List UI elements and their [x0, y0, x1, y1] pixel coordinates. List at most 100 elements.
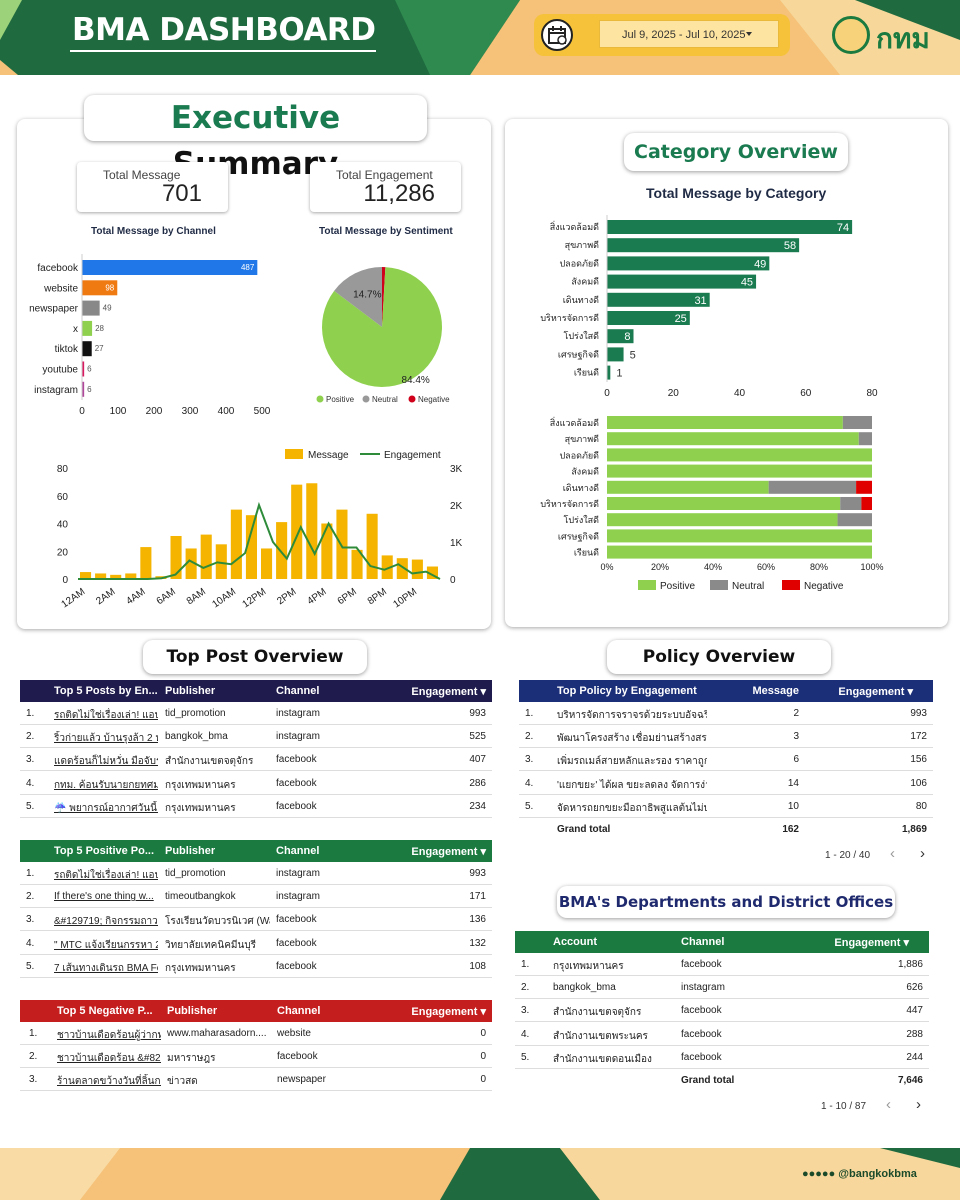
channel-xtick: 100	[110, 406, 127, 417]
table-cell: 3.	[521, 1005, 530, 1017]
next-page-icon[interactable]: ›	[920, 845, 925, 862]
column-header[interactable]: Channel	[681, 936, 725, 948]
table-row[interactable]: 1. บริหารจัดการจราจรด้วยระบบอัจฉริยะ (I..…	[519, 702, 933, 725]
column-header[interactable]: Message	[752, 685, 799, 697]
category-overview-title: Category Overview	[624, 133, 848, 171]
social-handle[interactable]: ●●●●● @bangkokbma	[802, 1168, 917, 1180]
table-row[interactable]: 3. สำนักงานเขตจตุจักร facebook 447	[515, 999, 929, 1023]
table-cell: 1.	[29, 1028, 38, 1039]
table-cell[interactable]: &#129719; กิจกรรมถาว...	[54, 916, 158, 928]
table-row[interactable]: 2. ริ้วก่ายแล้ว บ้านรุงล้า 2 ห... bangkok_…	[20, 725, 492, 749]
column-header[interactable]: Engagement ▾	[411, 846, 486, 858]
table-cell[interactable]: 7 เส้นทางเดินรถ BMA Fe...	[54, 962, 158, 974]
column-header[interactable]: Publisher	[165, 845, 216, 857]
category-value: 49	[754, 258, 766, 270]
header-decoration	[0, 0, 960, 75]
column-header[interactable]: Top 5 Negative P...	[57, 1005, 153, 1017]
sentiment-value: 14.7%	[353, 289, 381, 300]
table-cell[interactable]: รถติดไม่ใช่เรื่องเล่า! แอปเล็...	[54, 710, 158, 721]
sentiment-slice	[322, 267, 442, 387]
table-row[interactable]: 5. จัดหารถยกขยะมือถาธิพสูแลต้นไม่ประจำเขต…	[519, 795, 933, 818]
table-row[interactable]: 5. ☔ พยากรณ์อากาศวันนี้ ช... กรุงเทพมหานคร…	[20, 795, 492, 818]
table-row[interactable]: 1. รถติดไม่ใช่เรื่องเล่า! แอปเล็... tid_pr…	[20, 862, 492, 885]
combo-xtick: 8AM	[185, 586, 208, 607]
stack-category-label: เศรษฐกิจดี	[558, 531, 599, 542]
combo-xtick: 10AM	[210, 586, 238, 610]
column-header[interactable]: Engagement ▾	[834, 937, 909, 949]
channel-value: 49	[103, 304, 112, 313]
table-row[interactable]: 2. พัฒนาโครงสร้าง เชื่อมย่านสร้างสรรค์ ดิ…	[519, 725, 933, 749]
date-range-dropdown[interactable]: Jul 9, 2025 - Jul 10, 2025	[599, 20, 779, 48]
table-row[interactable]: 3. ร้านตลาดขว้างวันที่ลิ้นกา... ข่าวสด news…	[20, 1068, 492, 1092]
table-row[interactable]: 2. ชาวบ้านเดือดร้อน &#825... มหาราษฎร faceb…	[20, 1045, 492, 1069]
table-cell: สำนักงานเขตพระนคร	[553, 1030, 648, 1042]
pagination-label: 1 - 10 / 87	[821, 1101, 867, 1112]
table-row[interactable]: 3. แดดร้อนก็ไม่หวั่น มือจับร... สำนักงานเข…	[20, 748, 492, 772]
channel-xtick: 400	[218, 406, 235, 417]
table-row[interactable]: 3. เพิ่มรถเมล์สายหลักและรอง ราคาถูกราคา..…	[519, 748, 933, 772]
table-cell: facebook	[276, 800, 317, 812]
table-cell: 172	[910, 731, 927, 743]
table-row[interactable]: 4. 'แยกขยะ' ได้ผล ขยะลดลง จัดการง่ายขึ้น 1…	[519, 772, 933, 795]
stack-segment	[607, 497, 841, 510]
column-header[interactable]: Engagement ▾	[411, 686, 486, 698]
stack-segment	[607, 529, 872, 543]
table-row[interactable]: 4. สำนักงานเขตพระนคร facebook 288	[515, 1023, 929, 1046]
table-cell[interactable]: ร้านตลาดขว้างวันที่ลิ้นกา...	[57, 1076, 161, 1088]
column-header[interactable]: Engagement ▾	[411, 1006, 486, 1018]
column-header[interactable]: Channel	[276, 685, 320, 697]
previous-page-icon[interactable]: ‹	[886, 1096, 891, 1113]
table-cell[interactable]: ชาวบ้านเดือดร้อน &#825...	[57, 1053, 161, 1065]
stack-segment	[856, 480, 872, 494]
previous-page-icon[interactable]: ‹	[890, 845, 895, 862]
channel-bar	[82, 320, 93, 336]
table-cell[interactable]: ริ้วก่ายแล้ว บ้านรุงล้า 2 ห...	[54, 733, 158, 745]
table-row[interactable]: 5. สำนักงานเขตดอนเมือง facebook 244	[515, 1046, 929, 1069]
category-value: 45	[741, 277, 753, 289]
dashboard-title: BMA DASHBOARD	[72, 12, 376, 48]
stack-legend-label: Neutral	[732, 581, 764, 592]
message-bar	[170, 535, 182, 579]
table-row[interactable]: 1. รถติดไม่ใช่เรื่องเล่า! แอปเล็... tid_pr…	[20, 702, 492, 725]
column-header[interactable]: Top 5 Posts by En...	[54, 685, 158, 697]
column-header[interactable]: Channel	[277, 1005, 321, 1017]
combo-xtick: 2AM	[94, 586, 117, 607]
table-row[interactable]: 5. 7 เส้นทางเดินรถ BMA Fe... กรุงเทพมหานคร…	[20, 955, 492, 978]
table-cell[interactable]: ชาวบ้านเดือดร้อนผู้ว่ากทม...	[57, 1030, 161, 1041]
category-label: สุขภาพดี	[565, 240, 600, 251]
table-cell[interactable]: รถติดไม่ใช่เรื่องเล่า! แอปเล็...	[54, 870, 158, 881]
category-bar-chart: สิ่งแวดล้อมดี 74 สุขภาพดี 58 ปลอดภัยดี 49 สังค…	[540, 215, 878, 399]
table-cell: กรุงเทพมหานคร	[553, 961, 624, 972]
calendar-icon[interactable]	[541, 19, 573, 51]
table-cell[interactable]: If there's one thing w...	[54, 891, 154, 903]
stack-segment	[840, 497, 862, 510]
table-cell[interactable]: ☔ พยากรณ์อากาศวันนี้ ช...	[54, 802, 158, 814]
stack-segment	[607, 464, 872, 478]
table-cell: 4.	[525, 777, 534, 789]
stack-category-label: บริหารจัดการดี	[540, 499, 599, 509]
table-cell: website	[277, 1028, 311, 1039]
column-header[interactable]: Publisher	[167, 1005, 218, 1017]
table-cell[interactable]: " MTC แจ้งเรียนกรรหา 2...	[54, 939, 158, 951]
table-row[interactable]: 1. กรุงเทพมหานคร facebook 1,886	[515, 953, 929, 976]
legend-swatch-message	[285, 449, 303, 459]
column-header[interactable]: Top 5 Positive Po...	[54, 845, 155, 857]
table-cell[interactable]: กทม. ค้อนรับนายกยทศมน...	[54, 779, 158, 791]
table-row[interactable]: 3. &#129719; กิจกรรมถาว... โรงเรียนวัดบวรน…	[20, 908, 492, 932]
table-row[interactable]: 2. bangkok_bma instagram 626	[515, 976, 929, 1000]
next-page-icon[interactable]: ›	[916, 1096, 921, 1113]
channel-xtick: 200	[146, 406, 163, 417]
column-header[interactable]: Top Policy by Engagement	[557, 685, 697, 697]
table-row[interactable]: 1. ชาวบ้านเดือดร้อนผู้ว่ากทม... www.mahara…	[20, 1022, 492, 1045]
table-cell: 1.	[521, 959, 530, 970]
column-header[interactable]: Channel	[276, 845, 320, 857]
policy-overview-title: Policy Overview	[607, 640, 831, 674]
column-header[interactable]: Publisher	[165, 685, 216, 697]
table-cell[interactable]: แดดร้อนก็ไม่หวั่น มือจับร...	[54, 756, 158, 768]
column-header[interactable]: Account	[553, 936, 597, 948]
column-header[interactable]: Engagement ▾	[838, 686, 913, 698]
table-row[interactable]: 2. If there's one thing w... timeoutbangko…	[20, 885, 492, 909]
table-row[interactable]: 4. " MTC แจ้งเรียนกรรหา 2... วิทยาลัยเทคนิ…	[20, 932, 492, 955]
table-row[interactable]: 4. กทม. ค้อนรับนายกยทศมน... กรุงเทพมหานคร f…	[20, 772, 492, 795]
stack-segment	[607, 480, 769, 494]
